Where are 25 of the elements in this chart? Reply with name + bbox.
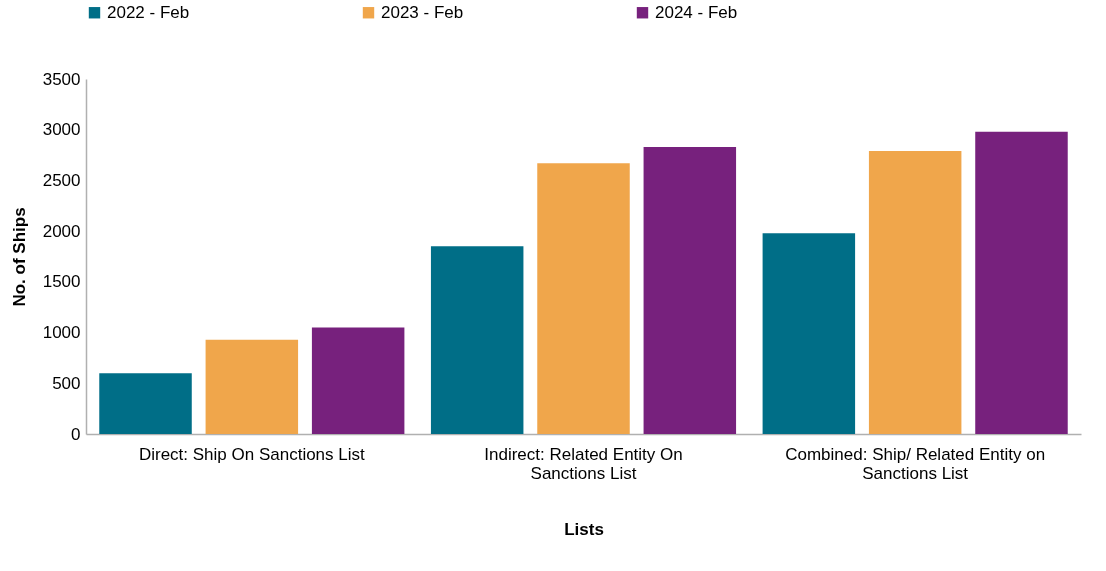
bar — [762, 233, 856, 434]
bar — [430, 246, 524, 434]
y-axis-title: No. of Ships — [9, 207, 29, 307]
bar — [643, 146, 737, 434]
x-tick-label: Indirect: Related Entity On Sanctions List — [484, 444, 683, 483]
y-tick-label: 3000 — [42, 120, 81, 140]
bar — [311, 327, 405, 434]
y-tick-label: 2000 — [42, 221, 81, 241]
legend-label: 2022 - Feb — [107, 2, 190, 22]
bar — [975, 131, 1068, 434]
y-tick-label: 1000 — [42, 323, 81, 343]
bar — [99, 373, 192, 434]
y-tick-label: 3500 — [42, 69, 81, 89]
legend-label: 2024 - Feb — [655, 2, 738, 22]
y-tick-label: 0 — [71, 424, 81, 444]
x-axis-title: Lists — [564, 519, 604, 539]
bar — [868, 151, 962, 434]
bar — [205, 339, 299, 434]
y-tick-label: 2500 — [42, 170, 81, 190]
x-tick-label: Combined: Ship/ Related Entity on Sanctions List — [785, 444, 1046, 483]
legend-label: 2023 - Feb — [381, 2, 464, 22]
y-tick-label: 500 — [52, 373, 81, 393]
y-tick-label: 1500 — [42, 272, 81, 292]
bar — [537, 163, 630, 434]
x-tick-label: Direct: Ship On Sanctions List — [138, 444, 366, 464]
